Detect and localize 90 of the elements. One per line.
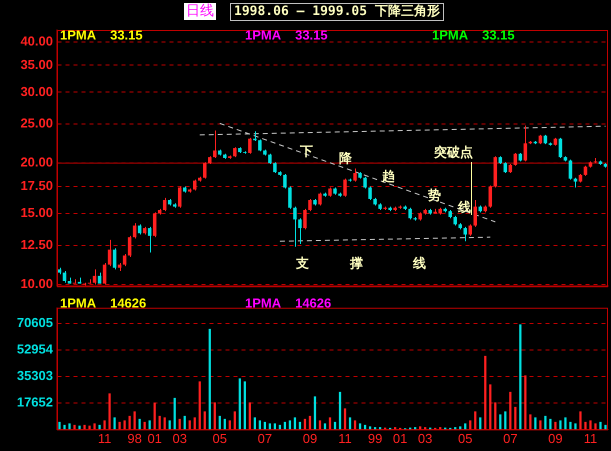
annotation: 线 <box>412 256 426 271</box>
x-tick-label: 05 <box>212 430 228 446</box>
bar <box>184 416 186 430</box>
bar <box>138 418 141 430</box>
annotation: 线 <box>457 200 471 215</box>
bar <box>168 420 171 430</box>
y-tick-label: 35303 <box>16 368 53 383</box>
bar <box>529 414 532 430</box>
bar <box>123 420 126 430</box>
bar <box>238 378 241 430</box>
bar <box>254 417 256 430</box>
x-tick-label: 01 <box>147 430 162 446</box>
annotation: 下 <box>299 144 313 159</box>
annotation: 支 <box>295 256 309 271</box>
bar <box>509 392 512 430</box>
x-tick-label: 11 <box>584 430 598 446</box>
bar <box>148 420 151 430</box>
annotation: 1PMA 33.15 <box>432 28 515 43</box>
annotation: 1PMA 33.15 <box>60 28 143 43</box>
bar <box>178 418 181 430</box>
bar <box>244 381 246 430</box>
bar <box>194 417 196 430</box>
y-tick-label: 52954 <box>16 341 54 356</box>
chart-title: 1998.06 — 1999.05 下降三角形 <box>230 3 444 21</box>
x-tick-label: 98 <box>127 430 142 446</box>
y-tick-label: 17.50 <box>20 178 53 194</box>
x-tick-label: 03 <box>172 430 187 446</box>
y-tick-label: 17652 <box>16 394 53 410</box>
x-tick-label: 09 <box>548 430 563 446</box>
bar <box>128 416 131 430</box>
x-tick-label: 07 <box>258 430 272 446</box>
bar <box>504 411 506 430</box>
y-tick-label: 40.00 <box>20 33 53 48</box>
y-tick-label: 70605 <box>16 314 53 330</box>
y-tick-label: 20.00 <box>20 154 53 170</box>
annotation: 势 <box>427 188 441 203</box>
annotation: 撑 <box>349 256 363 271</box>
bar <box>214 402 216 430</box>
x-tick-label: 05 <box>458 430 472 446</box>
bar <box>164 417 166 430</box>
bar <box>228 420 231 430</box>
y-tick-label: 12.50 <box>20 236 53 252</box>
bar <box>514 406 516 430</box>
x-tick-label: 09 <box>302 430 318 446</box>
candlestick <box>383 206 387 211</box>
x-tick-label: 11 <box>338 430 352 446</box>
bar <box>494 402 496 430</box>
bar <box>134 411 136 430</box>
bar <box>258 420 261 430</box>
bar <box>218 416 221 430</box>
bar <box>234 411 236 430</box>
bar <box>519 324 522 430</box>
bar <box>464 423 466 430</box>
annotation: 1PMA 14626 <box>245 296 332 311</box>
bar <box>204 411 206 430</box>
y-tick-label: 35.00 <box>20 56 53 72</box>
y-tick-label: 25.00 <box>20 116 53 131</box>
bar <box>419 426 422 430</box>
x-tick-label: 07 <box>503 430 518 446</box>
x-tick-label: 11 <box>98 430 112 446</box>
annotation: 降 <box>339 150 353 166</box>
bar <box>499 414 502 430</box>
bar <box>174 398 176 430</box>
bar <box>208 328 211 430</box>
bar <box>479 417 482 430</box>
bar <box>154 402 156 430</box>
annotation: 趋 <box>381 168 395 184</box>
x-tick-label: 03 <box>418 430 432 446</box>
bar <box>144 422 146 430</box>
bar <box>158 416 161 430</box>
bar <box>474 411 476 430</box>
bar <box>484 356 486 430</box>
annotation: 突破点 <box>433 144 473 160</box>
annotation: 1PMA 14626 <box>60 296 146 311</box>
bar <box>188 420 191 430</box>
x-tick-label: 99 <box>368 430 382 446</box>
bar <box>224 418 226 430</box>
bar <box>459 426 462 430</box>
bar <box>489 384 492 430</box>
annotation: 1PMA 33.15 <box>245 28 328 43</box>
bar <box>469 420 472 430</box>
x-tick-label: 01 <box>392 430 408 446</box>
y-tick-label: 15.00 <box>20 205 53 220</box>
bar <box>524 375 526 430</box>
bar <box>534 417 536 430</box>
bar <box>198 381 201 430</box>
chart-subtitle: 日线 <box>184 3 216 20</box>
bar <box>248 402 251 430</box>
y-tick-label: 30.00 <box>20 84 53 99</box>
y-tick-label: 10.00 <box>20 276 53 292</box>
